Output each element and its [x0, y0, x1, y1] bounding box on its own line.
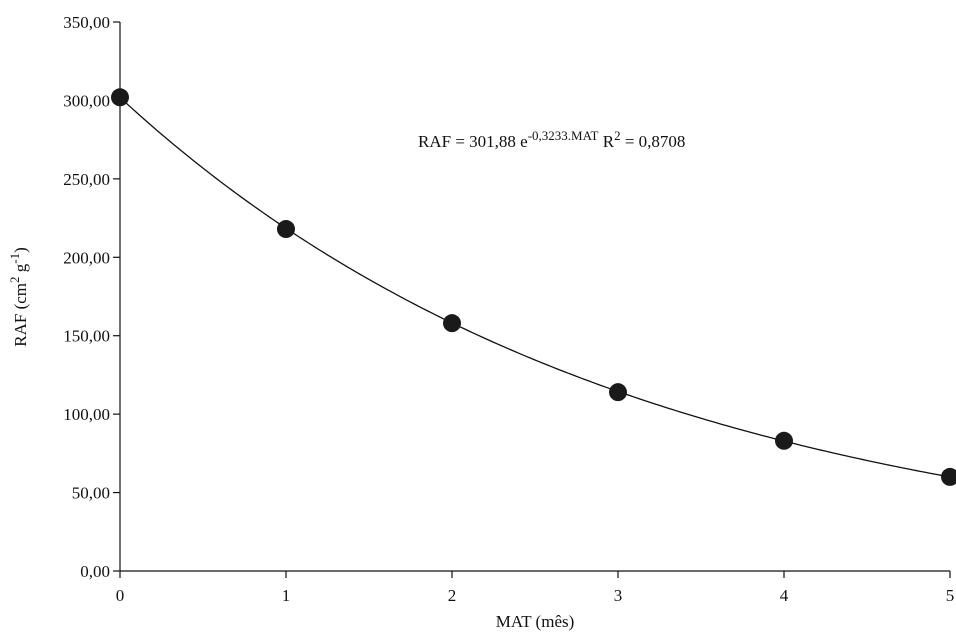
x-tick-label: 5 — [946, 586, 955, 605]
text-part: 2 — [7, 277, 22, 284]
text-part: 2 — [614, 128, 621, 143]
y-tick-label: 50,00 — [72, 484, 110, 503]
x-axis-label: MAT (mês) — [496, 612, 575, 631]
x-tick-label: 0 — [116, 586, 125, 605]
y-axis-label: RAF (cm2 g-1) — [7, 247, 31, 347]
data-point — [941, 467, 956, 486]
data-point — [277, 220, 295, 239]
text-part: -1 — [7, 253, 22, 264]
text-part: RAF = 301,88 e — [418, 132, 528, 151]
text-part: = 0,8708 — [621, 132, 686, 151]
trendline — [119, 97, 951, 478]
data-point — [443, 314, 461, 333]
y-tick-label: 100,00 — [63, 405, 110, 424]
y-tick-label: 350,00 — [63, 13, 110, 32]
text-part: ) — [11, 247, 30, 253]
text-part: RAF (cm — [11, 283, 30, 347]
x-tick-label: 2 — [448, 586, 457, 605]
y-tick-label: 0,00 — [80, 562, 110, 581]
text-part: R — [598, 132, 614, 151]
text-part: -0,3233.MAT — [528, 128, 599, 143]
y-tick-label: 200,00 — [63, 248, 110, 267]
data-point — [609, 383, 627, 402]
annotation: RAF = 301,88 e-0,3233.MAT R2 = 0,8708 — [418, 128, 685, 152]
y-tick-label: 150,00 — [63, 327, 110, 346]
y-tick-label: 250,00 — [63, 170, 110, 189]
data-point — [775, 431, 793, 450]
y-tick-label: 300,00 — [63, 91, 110, 110]
x-tick-label: 3 — [614, 586, 623, 605]
x-tick-label: 1 — [282, 586, 291, 605]
data-point — [111, 88, 129, 107]
text-part: g — [11, 263, 30, 276]
x-tick-label: 4 — [780, 586, 789, 605]
